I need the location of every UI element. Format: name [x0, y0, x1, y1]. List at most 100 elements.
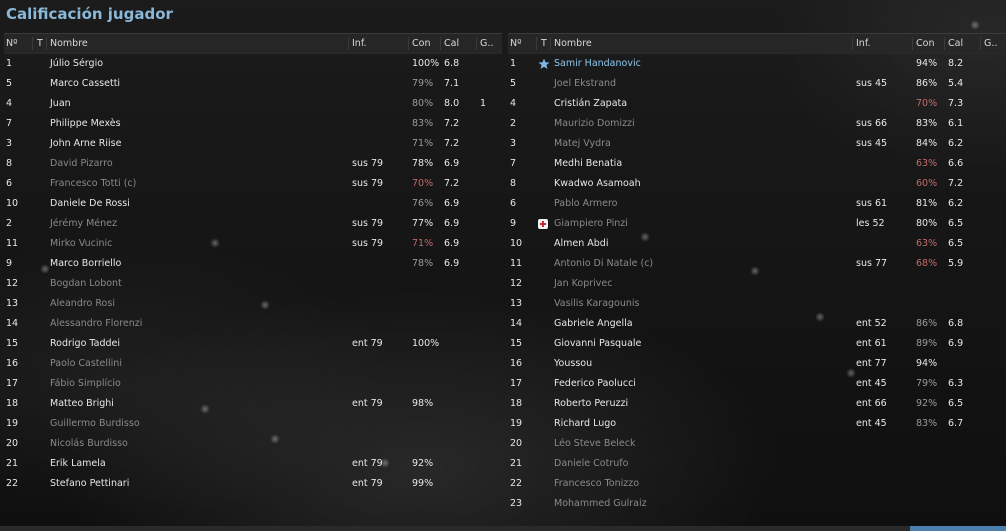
- header-goals[interactable]: G..: [480, 38, 494, 49]
- table-row[interactable]: 2 Maurizio Domizzi sus 66 83% 6.1: [508, 114, 1006, 134]
- player-name[interactable]: Mirko Vucinic: [50, 238, 113, 249]
- player-name[interactable]: Federico Paolucci: [554, 378, 636, 389]
- player-name[interactable]: Francesco Totti (c): [50, 178, 137, 189]
- table-row[interactable]: 4 Juan 80% 8.0 1: [4, 94, 502, 114]
- player-name[interactable]: Joel Ekstrand: [554, 78, 617, 89]
- table-row[interactable]: 7 Medhi Benatia 63% 6.6: [508, 154, 1006, 174]
- player-name[interactable]: Daniele Cotrufo: [554, 458, 629, 469]
- table-row[interactable]: 9 Marco Borriello 78% 6.9: [4, 254, 502, 274]
- header-t[interactable]: T: [37, 38, 43, 49]
- table-row[interactable]: 13 Vasilis Karagounis: [508, 294, 1006, 314]
- player-name[interactable]: Samir Handanovic: [554, 58, 641, 69]
- header-t[interactable]: T: [541, 38, 547, 49]
- player-name[interactable]: Kwadwo Asamoah: [554, 178, 641, 189]
- table-row[interactable]: 2 Jérémy Ménez sus 79 77% 6.9: [4, 214, 502, 234]
- player-name[interactable]: Marco Cassetti: [50, 78, 121, 89]
- header-inf[interactable]: Inf.: [352, 38, 367, 49]
- table-row[interactable]: 14 Gabriele Angella ent 52 86% 6.8: [508, 314, 1006, 334]
- player-name[interactable]: John Arne Riise: [50, 138, 122, 149]
- table-row[interactable]: 1 Júlio Sérgio 100% 6.8: [4, 54, 502, 74]
- player-name[interactable]: Giovanni Pasquale: [554, 338, 642, 349]
- table-row[interactable]: 13 Aleandro Rosi: [4, 294, 502, 314]
- table-row[interactable]: 23 Mohammed Gulraiz: [508, 494, 1006, 514]
- player-name[interactable]: Pablo Armero: [554, 198, 618, 209]
- table-row[interactable]: 11 Antonio Di Natale (c) sus 77 68% 5.9: [508, 254, 1006, 274]
- player-name[interactable]: Nicolás Burdisso: [50, 438, 128, 449]
- player-name[interactable]: Vasilis Karagounis: [554, 298, 640, 309]
- player-name[interactable]: Roberto Peruzzi: [554, 398, 629, 409]
- table-row[interactable]: 10 Almen Abdi 63% 6.5: [508, 234, 1006, 254]
- header-cal[interactable]: Cal: [948, 38, 964, 49]
- table-row[interactable]: 12 Bogdan Lobont: [4, 274, 502, 294]
- table-row[interactable]: 12 Jan Koprivec: [508, 274, 1006, 294]
- player-name[interactable]: Giampiero Pinzi: [554, 218, 628, 229]
- header-no[interactable]: Nº: [6, 38, 18, 49]
- player-name[interactable]: Youssou: [554, 358, 593, 369]
- table-row[interactable]: 21 Erik Lamela ent 79 92%: [4, 454, 502, 474]
- header-con[interactable]: Con: [916, 38, 935, 49]
- player-name[interactable]: Erik Lamela: [50, 458, 106, 469]
- player-name[interactable]: Francesco Tonizzo: [554, 478, 640, 489]
- player-name[interactable]: Richard Lugo: [554, 418, 617, 429]
- table-row[interactable]: 15 Rodrigo Taddei ent 79 100%: [4, 334, 502, 354]
- table-row[interactable]: 7 Philippe Mexès 83% 7.2: [4, 114, 502, 134]
- header-con[interactable]: Con: [412, 38, 431, 49]
- player-name[interactable]: Philippe Mexès: [50, 118, 121, 129]
- table-row[interactable]: 6 Pablo Armero sus 61 81% 6.2: [508, 194, 1006, 214]
- table-row[interactable]: 3 Matej Vydra sus 45 84% 6.2: [508, 134, 1006, 154]
- player-name[interactable]: Cristián Zapata: [554, 98, 628, 109]
- player-name[interactable]: Gabriele Angella: [554, 318, 633, 329]
- header-no[interactable]: Nº: [510, 38, 522, 49]
- player-name[interactable]: Maurizio Domizzi: [554, 118, 635, 129]
- player-name[interactable]: Mohammed Gulraiz: [554, 498, 647, 509]
- player-name[interactable]: Rodrigo Taddei: [50, 338, 121, 349]
- player-name[interactable]: Jérémy Ménez: [50, 218, 117, 229]
- header-cal[interactable]: Cal: [444, 38, 460, 49]
- player-name[interactable]: Bogdan Lobont: [50, 278, 122, 289]
- header-inf[interactable]: Inf.: [856, 38, 871, 49]
- player-name[interactable]: Antonio Di Natale (c): [554, 258, 654, 269]
- table-row[interactable]: 17 Federico Paolucci ent 45 79% 6.3: [508, 374, 1006, 394]
- table-row[interactable]: 22 Stefano Pettinari ent 79 99%: [4, 474, 502, 494]
- header-goals[interactable]: G..: [984, 38, 998, 49]
- player-name[interactable]: Aleandro Rosi: [50, 298, 115, 309]
- table-row[interactable]: 11 Mirko Vucinic sus 79 71% 6.9: [4, 234, 502, 254]
- table-row[interactable]: 16 Paolo Castellini: [4, 354, 502, 374]
- table-row[interactable]: 9 Giampiero Pinzi les 52 80% 6.5: [508, 214, 1006, 234]
- table-row[interactable]: 5 Marco Cassetti 79% 7.1: [4, 74, 502, 94]
- player-name[interactable]: Juan: [50, 98, 71, 109]
- player-name[interactable]: Jan Koprivec: [554, 278, 613, 289]
- player-name[interactable]: Júlio Sérgio: [50, 58, 104, 69]
- table-row[interactable]: 10 Daniele De Rossi 76% 6.9: [4, 194, 502, 214]
- table-row[interactable]: 4 Cristián Zapata 70% 7.3: [508, 94, 1006, 114]
- table-row[interactable]: 17 Fábio Simplício: [4, 374, 502, 394]
- player-name[interactable]: Stefano Pettinari: [50, 478, 130, 489]
- table-row[interactable]: 8 David Pizarro sus 79 78% 6.9: [4, 154, 502, 174]
- player-name[interactable]: Guillermo Burdisso: [50, 418, 140, 429]
- table-row[interactable]: 18 Roberto Peruzzi ent 66 92% 6.5: [508, 394, 1006, 414]
- table-row[interactable]: 22 Francesco Tonizzo: [508, 474, 1006, 494]
- table-row[interactable]: 20 Nicolás Burdisso: [4, 434, 502, 454]
- player-name[interactable]: Matteo Brighi: [50, 398, 114, 409]
- player-name[interactable]: Marco Borriello: [50, 258, 122, 269]
- player-name[interactable]: Daniele De Rossi: [50, 198, 130, 209]
- table-row[interactable]: 19 Richard Lugo ent 45 83% 6.7: [508, 414, 1006, 434]
- table-row[interactable]: 14 Alessandro Florenzi: [4, 314, 502, 334]
- table-row[interactable]: 6 Francesco Totti (c) sus 79 70% 7.2: [4, 174, 502, 194]
- table-row[interactable]: 15 Giovanni Pasquale ent 61 89% 6.9: [508, 334, 1006, 354]
- player-name[interactable]: Fábio Simplício: [50, 378, 121, 389]
- table-row[interactable]: 16 Youssou ent 77 94%: [508, 354, 1006, 374]
- player-name[interactable]: Matej Vydra: [554, 138, 611, 149]
- table-row[interactable]: 21 Daniele Cotrufo: [508, 454, 1006, 474]
- header-name[interactable]: Nombre: [50, 38, 88, 49]
- table-row[interactable]: 20 Léo Steve Beleck: [508, 434, 1006, 454]
- table-row[interactable]: 3 John Arne Riise 71% 7.2: [4, 134, 502, 154]
- table-row[interactable]: 1 Samir Handanovic 94% 8.2: [508, 54, 1006, 74]
- player-name[interactable]: Alessandro Florenzi: [50, 318, 143, 329]
- table-row[interactable]: 8 Kwadwo Asamoah 60% 7.2: [508, 174, 1006, 194]
- table-row[interactable]: 5 Joel Ekstrand sus 45 86% 5.4: [508, 74, 1006, 94]
- header-name[interactable]: Nombre: [554, 38, 592, 49]
- player-name[interactable]: David Pizarro: [50, 158, 113, 169]
- player-name[interactable]: Paolo Castellini: [50, 358, 122, 369]
- player-name[interactable]: Léo Steve Beleck: [554, 438, 636, 449]
